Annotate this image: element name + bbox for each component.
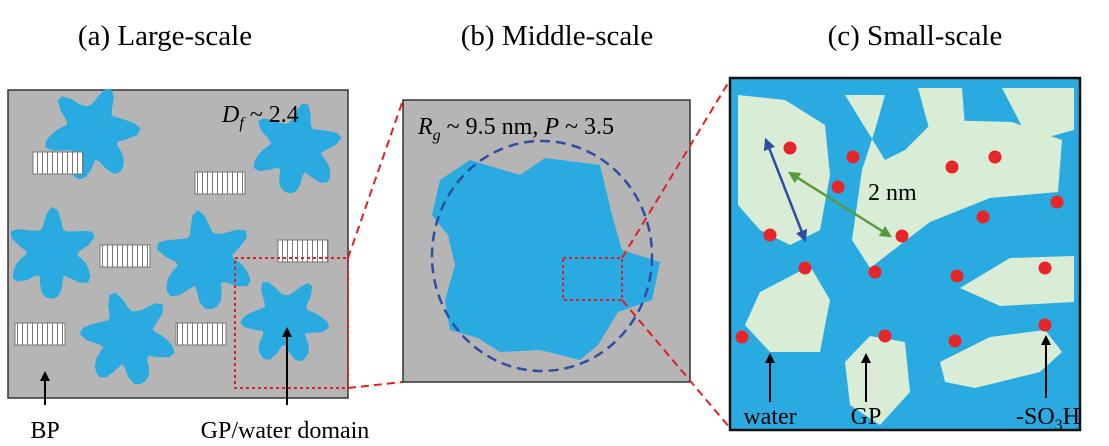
distance-label: 2 nm xyxy=(868,180,917,206)
bp-particle xyxy=(15,323,65,345)
sulfonic-group xyxy=(869,266,882,279)
sulfonic-group xyxy=(847,151,860,164)
panel-title: (a) Large-scale xyxy=(78,20,252,52)
sulfonic-group xyxy=(896,230,909,243)
bp-particle xyxy=(33,152,83,174)
gyration-radius: Rg ~ 9.5 nm, P ~ 3.5 xyxy=(417,114,614,144)
text: ~ 3.5 xyxy=(559,114,614,140)
sulfonic-group xyxy=(977,211,990,224)
subscript: 3 xyxy=(1055,417,1063,434)
symbol: P xyxy=(543,114,559,140)
sulfonic-group xyxy=(879,330,892,343)
text: ~ 9.5 nm, xyxy=(441,114,545,140)
fractal-dimension: Df ~ 2.4 xyxy=(221,102,299,132)
text: -SO xyxy=(1016,404,1055,430)
label: GP xyxy=(851,404,882,430)
sulfonic-group xyxy=(1039,262,1052,275)
label: BP xyxy=(30,418,59,444)
figure: (a) Large-scale (b) Middle-scale (c) Sma… xyxy=(0,0,1109,446)
zoom-line xyxy=(348,382,403,388)
sulfonic-group xyxy=(799,262,812,275)
sulfonic-group xyxy=(1051,196,1064,209)
sulfonic-group xyxy=(949,335,962,348)
label: water xyxy=(743,404,796,430)
sulfonic-group xyxy=(1039,319,1052,332)
sulfonic-group xyxy=(764,229,777,242)
text: ~ 2.4 xyxy=(244,102,299,128)
sulfonic-group xyxy=(784,142,797,155)
sulfonic-group xyxy=(736,331,749,344)
group-label: -SO3H xyxy=(1016,404,1080,434)
panel-title: (b) Middle-scale xyxy=(461,20,653,52)
subscript: g xyxy=(433,127,441,144)
bp-particle xyxy=(195,172,245,194)
symbol: R xyxy=(417,114,433,140)
bp-particle xyxy=(176,323,226,345)
panel-title: (c) Small-scale xyxy=(828,20,1003,52)
zoom-line xyxy=(348,100,403,258)
bp-particle xyxy=(100,245,150,267)
sulfonic-group xyxy=(989,151,1002,164)
symbol: D xyxy=(221,102,239,128)
sulfonic-group xyxy=(951,270,964,283)
sulfonic-group xyxy=(832,181,845,194)
text: H xyxy=(1063,404,1080,430)
label: GP/water domain xyxy=(201,418,370,444)
sulfonic-group xyxy=(946,161,959,174)
